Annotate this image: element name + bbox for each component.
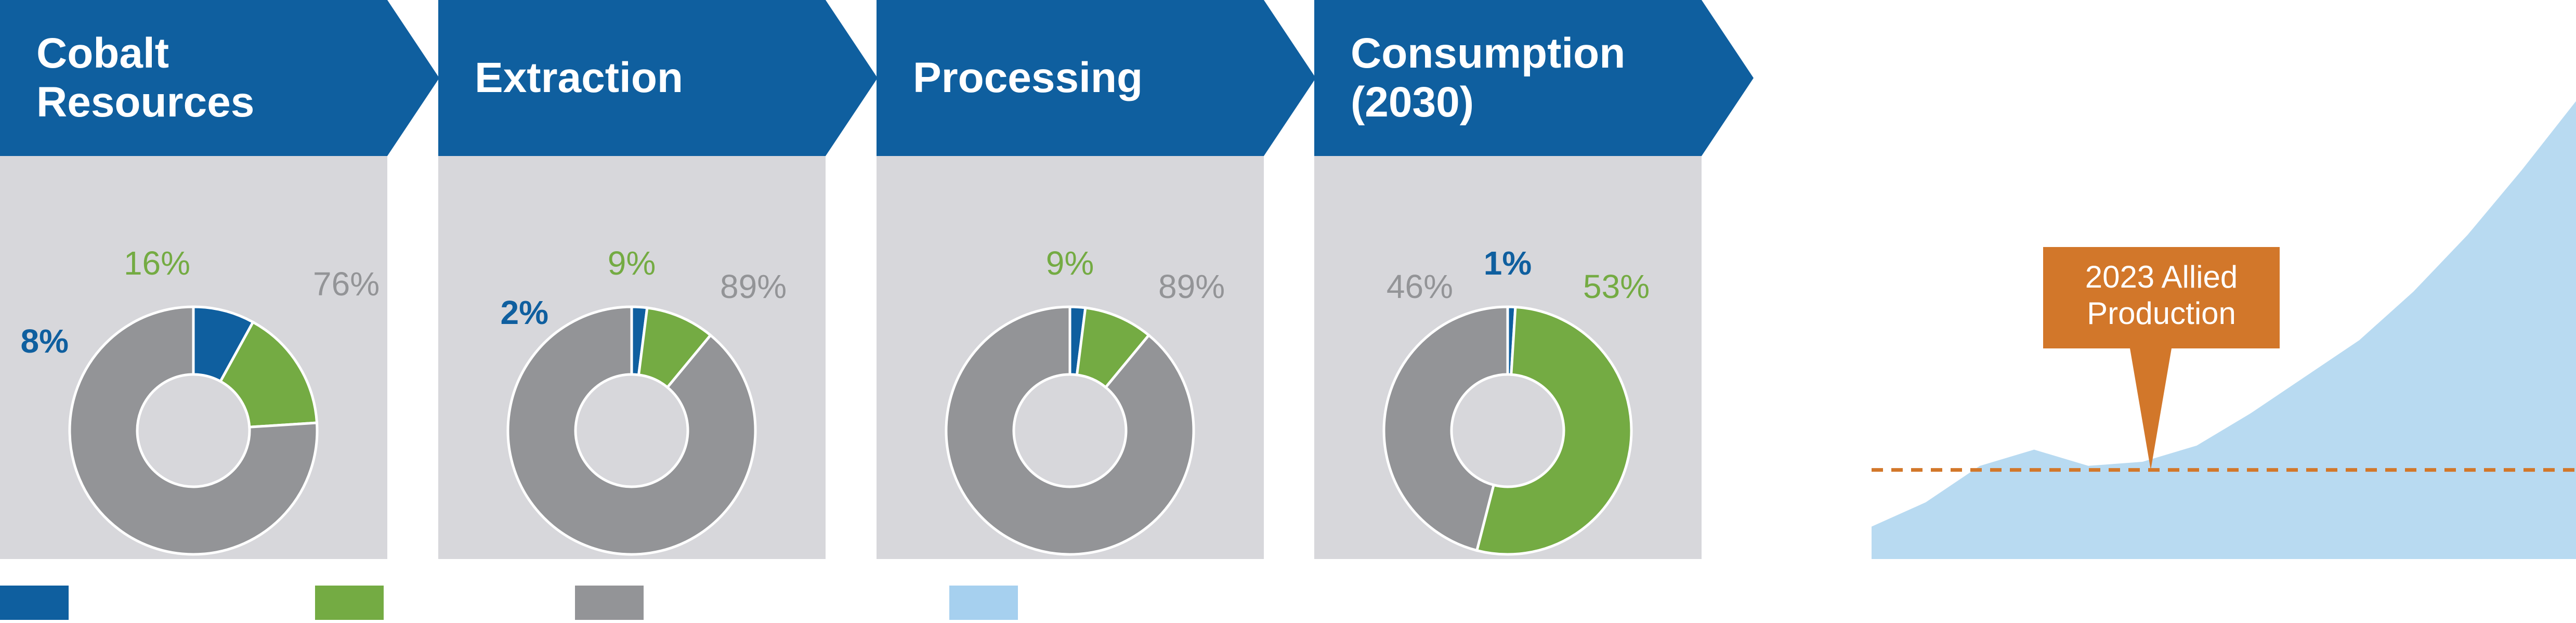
slice-percent-label: 89% (1158, 268, 1225, 305)
legend-swatch-gray (575, 586, 644, 620)
callout-label: 2023 Allied (2085, 259, 2238, 294)
header-arrow: Consumption (2030) (1314, 0, 1754, 156)
donut-slice (506, 305, 757, 556)
donut-slice (218, 320, 319, 429)
donut-slice (945, 305, 1195, 556)
slice-percent-label: 9% (608, 244, 656, 282)
callout-label: Production (2087, 296, 2236, 331)
slice-percent-label: 89% (720, 268, 787, 305)
donut-slice (1382, 305, 1509, 552)
production-area (1872, 101, 2576, 559)
slice-percent-label: 8% (21, 322, 69, 360)
callout-box (2043, 247, 2280, 470)
header-title: Extraction (475, 54, 683, 101)
header-arrow: Processing (877, 0, 1316, 156)
donut-chart: 2% 9% 89% (501, 244, 787, 556)
donut-chart: 9% 89% (945, 244, 1225, 556)
legend-swatch-blue (0, 586, 69, 620)
slice-percent-label: 1% (1484, 244, 1532, 282)
header-arrow: Extraction (438, 0, 878, 156)
header-arrow: Cobalt Resources (0, 0, 439, 156)
donut-slice (68, 305, 319, 556)
slice-percent-label: 2% (501, 294, 549, 331)
donut-chart: 1% 53% 46% (1382, 244, 1650, 556)
slice-percent-label: 16% (124, 244, 190, 282)
slice-percent-label: 46% (1387, 268, 1453, 305)
header-title: Processing (913, 54, 1143, 101)
donut-chart: 8% 16% 76% (21, 244, 380, 556)
slice-percent-label: 76% (313, 265, 380, 303)
header-title: Cobalt Resources (36, 30, 255, 126)
slice-percent-label: 53% (1583, 268, 1650, 305)
legend-swatch-light-blue (949, 586, 1018, 620)
legend-swatch-green (315, 586, 384, 620)
donut-slice (1475, 305, 1633, 556)
slice-percent-label: 9% (1046, 244, 1094, 282)
header-title: Consumption (2030) (1351, 30, 1626, 126)
